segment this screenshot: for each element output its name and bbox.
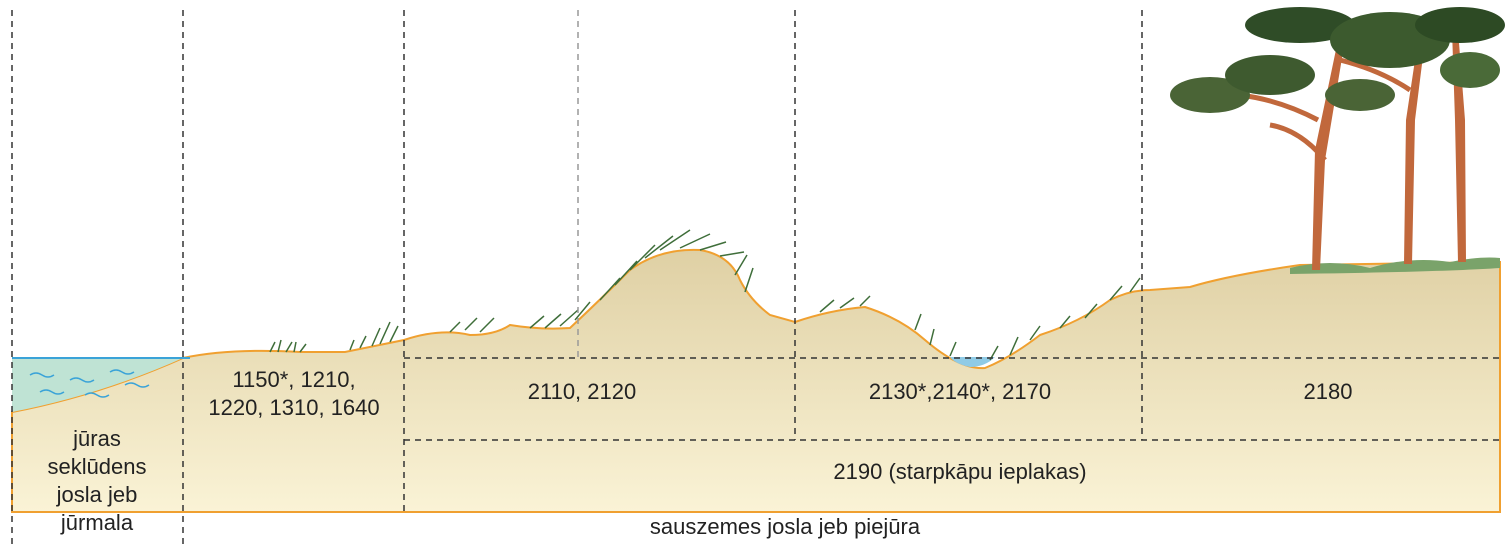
coastal-profile: jūras seklūdens josla jeb jūrmala 1150*,… — [0, 0, 1506, 545]
interdune-label: 2190 (starpkāpu ieplakas) — [833, 459, 1086, 484]
habitat-codes: 1220, 1310, 1640 — [208, 395, 379, 420]
sea-zone-label: seklūdens — [47, 454, 146, 479]
habitat-codes: 2110, 2120 — [528, 379, 636, 404]
trees — [1170, 7, 1505, 270]
sea-zone-label: jūrmala — [60, 510, 134, 535]
land-zone-label: sauszemes josla jeb piejūra — [650, 514, 921, 539]
habitat-codes: 2180 — [1304, 379, 1353, 404]
sea-zone-label: josla jeb — [56, 482, 138, 507]
sea-zone-label: jūras — [72, 426, 121, 451]
habitat-codes: 2130*,2140*, 2170 — [869, 379, 1051, 404]
habitat-codes: 1150*, 1210, — [232, 367, 355, 392]
